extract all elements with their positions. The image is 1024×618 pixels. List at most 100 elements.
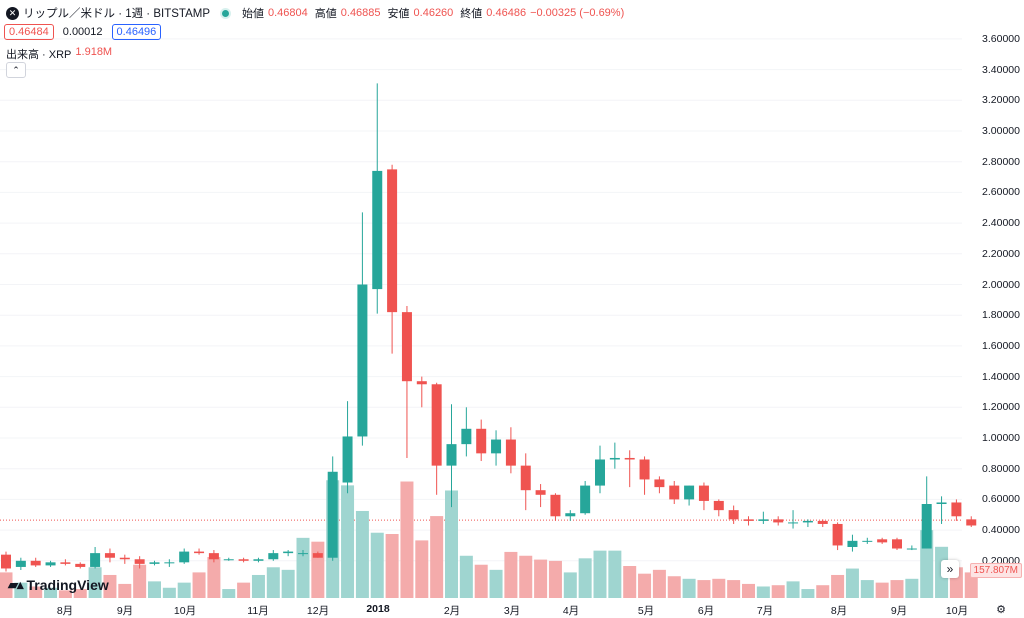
volume-bar [296, 537, 310, 598]
gear-icon[interactable]: ⚙ [996, 604, 1006, 616]
volume-bar [608, 550, 622, 598]
y-tick-label: 1.60000 [982, 339, 1020, 352]
chevron-up-icon[interactable]: ⌃ [6, 62, 26, 78]
volume-bar [370, 532, 384, 598]
tradingview-logo[interactable]: ▰▴ TradingView [8, 577, 109, 593]
y-tick-label: 2.00000 [982, 278, 1020, 291]
volume-legend[interactable]: 出来高 · XRP 1.918M [6, 46, 112, 62]
volume-bar [489, 569, 503, 598]
candle-body [580, 485, 591, 514]
high-label: 高値 [314, 8, 337, 20]
candle-body [698, 485, 709, 501]
volume-bar [563, 572, 577, 598]
volume-bar [58, 590, 72, 598]
candle-body [149, 562, 160, 564]
volume-bar [875, 582, 889, 598]
bid-ask-row: 0.46484 0.00012 0.46496 [4, 24, 162, 40]
candle-body [595, 459, 605, 486]
market-open-icon [222, 9, 229, 17]
volume-bar [712, 578, 726, 598]
double-chevron-right-icon[interactable]: » [941, 560, 959, 578]
candle-body [758, 519, 769, 521]
candle-body [550, 494, 561, 517]
open-value: 0.46804 [268, 7, 308, 19]
volume-bar [667, 576, 681, 598]
volume-bar [771, 585, 785, 598]
y-tick-label: 0.40000 [982, 524, 1020, 537]
y-tick-label: 1.20000 [982, 401, 1020, 414]
candle-body [164, 562, 175, 564]
candle-body [312, 553, 323, 558]
volume-bar [697, 580, 711, 598]
candle-body [906, 548, 917, 550]
candle-body [936, 502, 947, 505]
volume-bar [534, 559, 548, 598]
volume-bar [756, 586, 770, 598]
x-tick-label: 8月 [830, 605, 848, 617]
candle-body [268, 553, 279, 560]
volume-bar [237, 582, 251, 598]
change-value: −0.00325 (−0.69%) [530, 7, 625, 19]
y-tick-label: 0.60000 [982, 493, 1020, 506]
candle-body [75, 563, 86, 567]
candle-body [60, 562, 71, 564]
volume-bar [519, 555, 533, 598]
candle-body [520, 465, 531, 491]
volume-bar [14, 582, 28, 598]
x-tick-label: 2月 [443, 605, 461, 617]
x-tick-label: 4月 [562, 605, 580, 617]
candle-body [669, 485, 680, 500]
volume-bar [103, 574, 117, 598]
y-tick-label: 2.80000 [982, 155, 1020, 168]
candle-body [327, 471, 338, 558]
candle-body [476, 428, 487, 454]
volume-bar [162, 587, 176, 598]
volume-bar [860, 580, 874, 598]
ask-button[interactable]: 0.46496 [111, 24, 162, 40]
volume-bar [0, 572, 13, 598]
candle-body [15, 560, 26, 567]
candle-body [639, 459, 650, 480]
candle-body [802, 520, 813, 523]
volume-value: 1.918M [75, 46, 113, 58]
candle-body [535, 490, 546, 495]
volume-bar [266, 567, 280, 598]
volume-bar [311, 541, 325, 598]
candle-body [817, 520, 828, 524]
candle-body [491, 439, 502, 454]
volume-bar [415, 540, 429, 598]
symbol-legend: ✕ リップル／米ドル · 1週 · BITSTAMP 始値 0.46804 高値… [6, 5, 624, 21]
x-tick-label: 2018 [366, 603, 390, 615]
close-value: 0.46486 [486, 7, 527, 19]
candle-body [505, 439, 516, 466]
candle-body [773, 519, 784, 523]
candle-body [45, 562, 56, 566]
high-value: 0.46885 [340, 7, 381, 19]
volume-bar [578, 558, 592, 598]
candle-body [238, 559, 249, 561]
candle-body [416, 381, 427, 385]
close-x-icon[interactable]: ✕ [6, 6, 19, 20]
candle-body [624, 457, 635, 460]
candle-body [253, 559, 264, 561]
candle-body [951, 502, 962, 517]
y-tick-label: 3.00000 [982, 125, 1020, 137]
x-tick-label: 8月 [56, 605, 74, 617]
volume-bar [816, 585, 830, 598]
candle-body [372, 170, 383, 290]
candle-body [134, 559, 145, 564]
candle-body [342, 436, 353, 483]
volume-bar [831, 574, 845, 598]
candle-body [862, 540, 873, 542]
x-tick-label: 7月 [756, 605, 774, 617]
volume-bar [400, 481, 414, 598]
bid-button[interactable]: 0.46484 [4, 24, 54, 40]
candle-body [298, 553, 308, 555]
tradingview-logo-icon: ▰▴ [8, 577, 24, 592]
candle-body [743, 519, 754, 521]
candle-body [1, 554, 11, 569]
candle-body [223, 559, 234, 561]
symbol-title[interactable]: リップル／米ドル · 1週 · BITSTAMP [23, 8, 210, 20]
x-tick-label: 9月 [116, 605, 134, 617]
